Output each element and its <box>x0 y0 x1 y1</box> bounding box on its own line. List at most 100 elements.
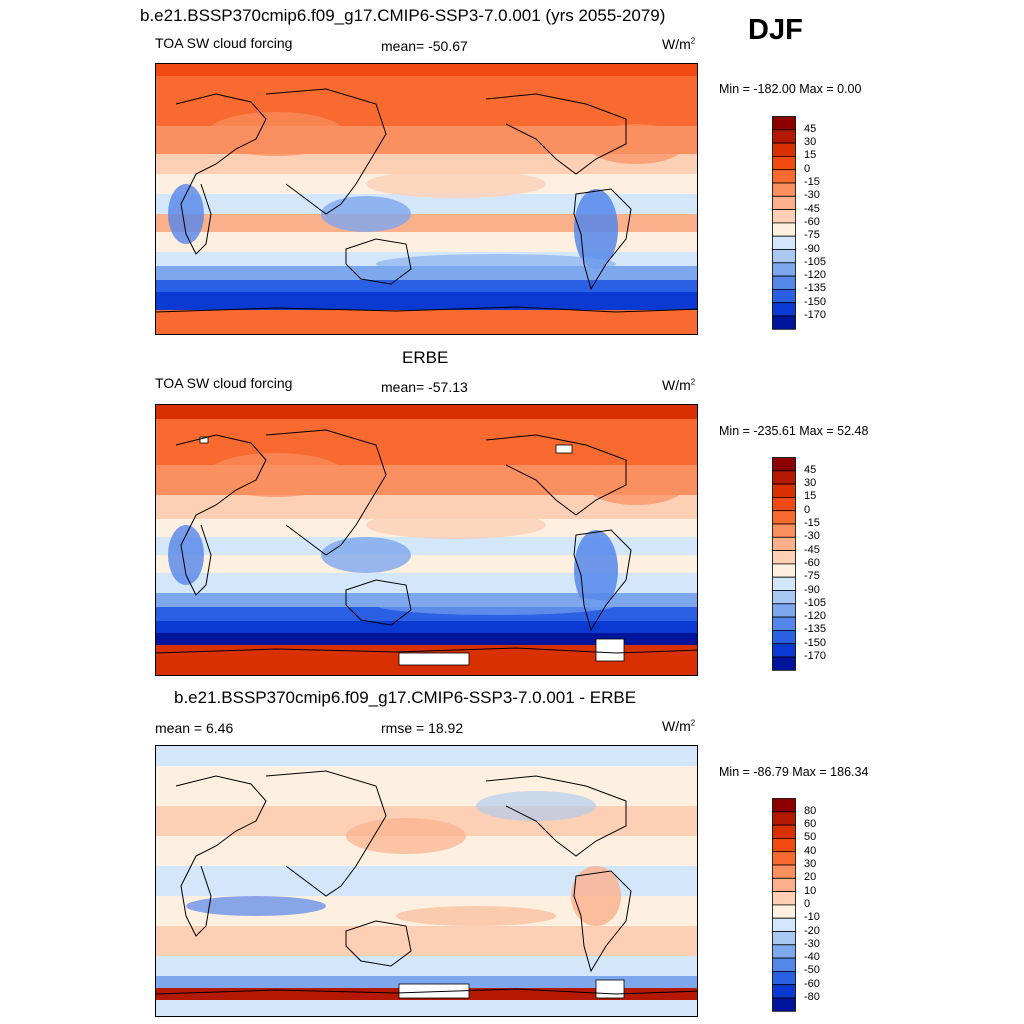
contour-region <box>574 189 618 269</box>
contour-region <box>586 465 686 505</box>
contour-region <box>346 818 466 854</box>
coastline <box>573 529 632 632</box>
colorbar-tick-label: 0 <box>804 897 811 910</box>
panel-2-colorbar: 45 30 15 0 -15 -30 -45 -60 -75 -90 -105 -120 -135 -15… <box>772 457 826 677</box>
coastline <box>156 306 697 313</box>
colorbar-tick-label: 0 <box>804 162 811 175</box>
colorbar-swatch <box>772 616 796 631</box>
colorbar-swatch <box>772 798 796 813</box>
colorbar-tick-label: -105 <box>804 596 827 609</box>
contour-band <box>156 154 697 174</box>
colorbar-swatch <box>772 944 796 959</box>
colorbar-tick-label: -135 <box>804 623 827 636</box>
colorbar-swatch <box>772 970 796 986</box>
panel-1-variable-label: TOA SW cloud forcing <box>155 35 293 51</box>
contour-band <box>156 292 697 310</box>
panel-2-mean-label: mean= -57.13 <box>381 379 468 395</box>
panel-1-colorbar: 45 30 15 0 -15 -30 -45 -60 -75 -90 -105 -120 -135 -15… <box>772 116 826 336</box>
coastline <box>265 429 387 556</box>
coastline <box>485 434 627 516</box>
colorbar-swatch <box>772 811 796 826</box>
colorbar-tick-label: -45 <box>804 202 820 215</box>
colorbar-tick-label: -30 <box>804 937 820 950</box>
contour-band <box>156 1000 697 1016</box>
coastline <box>573 870 632 973</box>
contour-region <box>206 112 346 156</box>
colorbar-swatch <box>772 497 796 512</box>
colorbar-tick-label: -50 <box>804 964 820 977</box>
colorbar-swatch <box>772 590 796 605</box>
colorbar-swatch <box>772 629 796 645</box>
missing-data-region <box>595 638 625 662</box>
panel-1-map <box>155 63 698 335</box>
contour-region <box>476 791 596 821</box>
panel-2-map <box>155 404 698 676</box>
coastline <box>345 238 412 285</box>
missing-data-region <box>555 444 573 454</box>
colorbar-swatch <box>772 457 796 472</box>
colorbar-swatch <box>772 483 796 498</box>
colorbar-tick-label: -30 <box>804 189 820 202</box>
coastline <box>265 770 387 897</box>
colorbar-swatch <box>772 824 796 839</box>
colorbar-swatch <box>772 904 796 919</box>
colorbar-swatch <box>772 470 796 485</box>
colorbar-tick-label: -60 <box>804 977 820 990</box>
colorbar-tick-label: -45 <box>804 543 820 556</box>
colorbar-swatch <box>772 129 796 144</box>
colorbar-swatch <box>772 288 796 304</box>
colorbar-svg <box>772 798 796 1012</box>
colorbar-tick-label: -150 <box>804 636 827 649</box>
colorbar-swatch <box>772 656 796 671</box>
contour-region <box>366 511 546 539</box>
colorbar-swatch <box>772 550 796 565</box>
panel-1-minmax: Min = -182.00 Max = 0.00 <box>719 82 862 96</box>
colorbar-tick-label: -80 <box>804 991 820 1003</box>
colorbar-tick-label: -75 <box>804 229 820 242</box>
colorbar-swatch <box>772 209 796 224</box>
colorbar-swatch <box>772 195 796 211</box>
colorbar-swatch <box>772 182 796 197</box>
contour-region <box>206 453 346 497</box>
contour-region <box>186 896 326 916</box>
colorbar-swatch <box>772 275 796 290</box>
coastline <box>485 93 627 175</box>
colorbar-swatch <box>772 315 796 330</box>
panel-3-colorbar: 80 60 50 40 30 20 10 0 -10 -20 -30 -40 -50 -60 -80 <box>772 798 820 1018</box>
contour-region <box>321 537 411 573</box>
colorbar-tick-label: 0 <box>804 503 811 516</box>
colorbar-swatch <box>772 563 796 578</box>
colorbar-swatch <box>772 156 796 171</box>
colorbar-tick-label: -40 <box>804 951 820 964</box>
contour-region <box>366 170 546 198</box>
colorbar-tick-label: -105 <box>804 255 827 268</box>
colorbar-tick-label: 20 <box>804 871 817 884</box>
missing-data-region <box>398 652 470 666</box>
panel-1-mean-label: mean= -50.67 <box>381 38 468 54</box>
colorbar-tick-label: -150 <box>804 295 827 308</box>
colorbar-swatch <box>772 510 796 525</box>
contour-band <box>156 633 697 645</box>
colorbar-tick-label: -10 <box>804 911 820 924</box>
panel-3-rmse-label: rmse = 18.92 <box>381 720 464 736</box>
colorbar-tick-label: 10 <box>804 884 817 897</box>
contour-band <box>156 405 697 419</box>
colorbar-tick-label: 15 <box>804 490 817 503</box>
contour-band <box>156 232 697 252</box>
colorbar-swatch <box>772 917 796 932</box>
colorbar-tick-label: 30 <box>804 858 817 870</box>
colorbar-tick-label: -170 <box>804 309 827 321</box>
coastline <box>345 579 412 626</box>
coastline <box>175 775 267 937</box>
colorbar-tick-label: -15 <box>804 176 820 188</box>
map-svg <box>156 746 697 1016</box>
missing-data-region <box>595 979 625 999</box>
colorbar-swatch <box>772 997 796 1012</box>
colorbar-tick-label: -120 <box>804 269 827 282</box>
colorbar-swatch <box>772 169 796 184</box>
colorbar-swatch <box>772 262 796 277</box>
colorbar-tick-label: -20 <box>804 924 820 937</box>
colorbar-tick-label: -120 <box>804 610 827 623</box>
panel-2-variable-label: TOA SW cloud forcing <box>155 375 293 391</box>
contour-band <box>156 64 697 76</box>
